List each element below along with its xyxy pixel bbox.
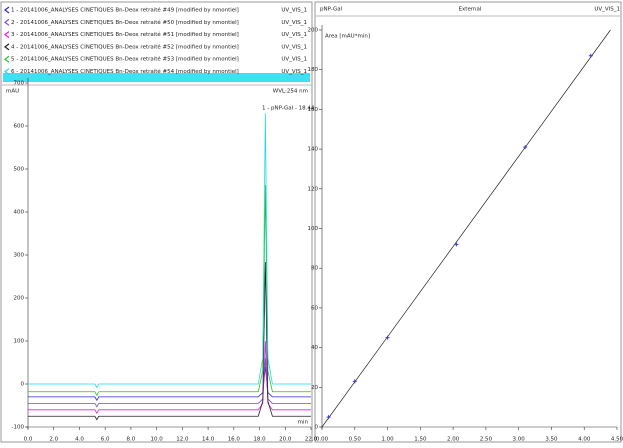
- y-tick-label: 20: [311, 385, 318, 391]
- point: [588, 53, 593, 58]
- y-tick-label: 180: [308, 67, 319, 73]
- trace: [28, 358, 311, 408]
- x-tick-label: 0.0: [24, 437, 33, 443]
- y-tick-label: 100: [308, 226, 319, 232]
- x-tick-label: 10.0: [151, 437, 164, 443]
- x-tick-label: 4.50: [611, 437, 623, 443]
- channel-label: UV_VIS_1: [594, 7, 620, 13]
- legend-entry: 2 - 20141006_ANALYSES CINETIQUES Bn-Deox…: [11, 19, 239, 26]
- y-tick-label: 80: [311, 266, 318, 272]
- chart-title: pNP-Gal: [320, 7, 343, 13]
- channel-label: UV_VIS_1: [281, 57, 307, 63]
- y-tick-label: 500: [14, 167, 25, 173]
- x-tick-label: 16.0: [228, 437, 241, 443]
- left-panel: [0, 1, 313, 443]
- x-tick-label: 6.0: [101, 437, 110, 443]
- y-tick-label: 140: [308, 147, 319, 153]
- x-tick-label: 20.0: [279, 437, 292, 443]
- point: [523, 145, 528, 150]
- trace: [28, 113, 311, 389]
- y-axis-label: Area [mAU*min]: [325, 34, 370, 40]
- trace: [28, 261, 311, 421]
- x-tick-label: 3.00: [513, 437, 526, 443]
- y-tick-label: 400: [14, 210, 25, 216]
- x-tick-label: 2.0: [49, 437, 58, 443]
- y-axis-label: mAU: [6, 89, 19, 95]
- y-tick-label: 40: [311, 345, 318, 351]
- point: [454, 242, 459, 247]
- x-tick-label: 14.0: [202, 437, 215, 443]
- y-tick-label: 200: [14, 296, 25, 302]
- legend-entry: 3 - 20141006_ANALYSES CINETIQUES Bn-Deox…: [11, 31, 239, 38]
- legend-entry: 1 - 20141006_ANALYSES CINETIQUES Bn-Deox…: [11, 7, 239, 14]
- x-tick-label: 3.50: [545, 437, 558, 443]
- x-tick-label: 12.0: [176, 437, 189, 443]
- legend-entry: 4 - 20141006_ANALYSES CINETIQUES Bn-Deox…: [11, 43, 239, 50]
- point: [385, 335, 390, 340]
- x-tick-label: 4.00: [578, 437, 591, 443]
- y-tick-label: 600: [14, 124, 25, 130]
- x-tick-label: 2.00: [447, 437, 460, 443]
- x-tick-label: 0.50: [349, 437, 362, 443]
- x-axis-label: min: [298, 420, 309, 426]
- channel-label: UV_VIS_1: [281, 44, 307, 50]
- chart-subtitle: External: [459, 7, 482, 13]
- channel-label: UV_VIS_1: [281, 8, 307, 14]
- y-tick-label: 300: [14, 253, 25, 259]
- legend-icon: [4, 68, 10, 75]
- trend-line: [321, 29, 611, 428]
- legend-entry: 6 - 20141006_ANALYSES CINETIQUES Bn-Deox…: [11, 68, 239, 75]
- point: [326, 415, 331, 420]
- legend-entry: 5 - 20141006_ANALYSES CINETIQUES Bn-Deox…: [11, 56, 239, 63]
- channel-label: UV_VIS_1: [281, 20, 307, 26]
- legend-icon: [4, 31, 10, 39]
- wavelength: WVL:254 nm: [273, 89, 308, 95]
- x-tick-label: 1.50: [414, 437, 427, 443]
- y-tick-label: 60: [311, 305, 318, 311]
- x-tick-label: 4.0: [75, 437, 84, 443]
- selected-row: [3, 73, 310, 82]
- x-tick-label: 0.00: [316, 437, 329, 443]
- y-tick-label: 200: [308, 28, 319, 34]
- x-tick-label: 1.00: [381, 437, 394, 443]
- trace: [28, 184, 311, 396]
- trace: [28, 340, 311, 415]
- peak-label: 1 - pNP-Gal - 18.44: [262, 106, 315, 112]
- y-tick-label: 0: [315, 425, 319, 431]
- legend-icon: [4, 43, 10, 51]
- x-tick-label: 22.0: [305, 437, 318, 443]
- right-panel: [314, 1, 622, 443]
- y-tick-label: -100: [12, 425, 25, 431]
- legend-icon: [4, 55, 10, 63]
- legend-icon: [4, 6, 10, 14]
- trace: [28, 366, 311, 402]
- channel-label: UV_VIS_1: [281, 69, 307, 75]
- y-tick-label: 160: [308, 107, 319, 113]
- y-tick-label: 700: [14, 81, 25, 87]
- x-tick-label: 2.50: [480, 437, 493, 443]
- point: [352, 379, 357, 384]
- y-tick-label: 0: [21, 382, 25, 388]
- legend-icon: [4, 18, 10, 26]
- y-tick-label: 120: [308, 186, 319, 192]
- x-tick-label: 8.0: [127, 437, 136, 443]
- x-tick-label: 18.0: [253, 437, 266, 443]
- channel-label: UV_VIS_1: [281, 32, 307, 38]
- y-tick-label: 100: [14, 339, 25, 345]
